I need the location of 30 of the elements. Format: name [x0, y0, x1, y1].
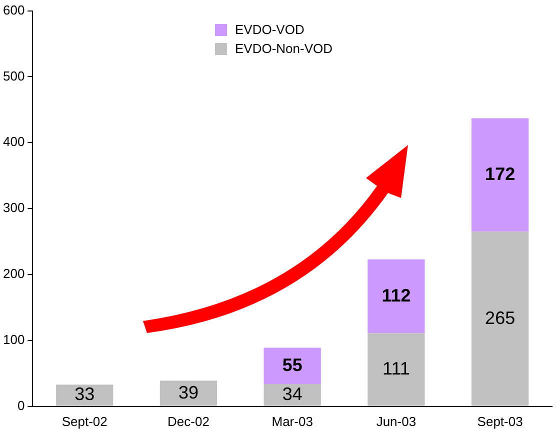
legend-label: EVDO-VOD: [235, 22, 304, 37]
data-label: 55: [282, 354, 302, 375]
bar: [56, 384, 114, 406]
bar: [264, 348, 321, 384]
bar: [368, 333, 425, 406]
x-tick-label: Dec-02: [168, 414, 210, 429]
x-tick-label: Sept-03: [477, 414, 523, 429]
data-label: 33: [74, 384, 95, 404]
x-tick-label: Sept-02: [62, 414, 108, 429]
bar: [368, 259, 425, 334]
x-tick-label: Mar-03: [272, 414, 313, 429]
bar: [160, 380, 218, 406]
y-tick-label: 100: [2, 332, 25, 348]
y-tick-label: 300: [2, 200, 25, 216]
data-label: 111: [382, 358, 410, 379]
y-tick-label: 500: [2, 68, 25, 84]
data-label: 34: [282, 384, 302, 404]
y-tick-label: 0: [17, 398, 25, 413]
bar: [472, 118, 529, 232]
bar: [264, 384, 321, 406]
bar: [472, 232, 529, 406]
data-label: 265: [485, 308, 516, 328]
x-tick-label: Jun-03: [376, 414, 416, 429]
data-label: 172: [485, 164, 516, 184]
y-tick-label: 200: [2, 266, 25, 282]
y-tick-label: 600: [2, 2, 25, 18]
data-label: 112: [382, 285, 411, 306]
data-label: 39: [178, 382, 198, 402]
legend-label: EVDO-Non-VOD: [235, 41, 333, 56]
y-tick-label: 400: [2, 134, 25, 150]
